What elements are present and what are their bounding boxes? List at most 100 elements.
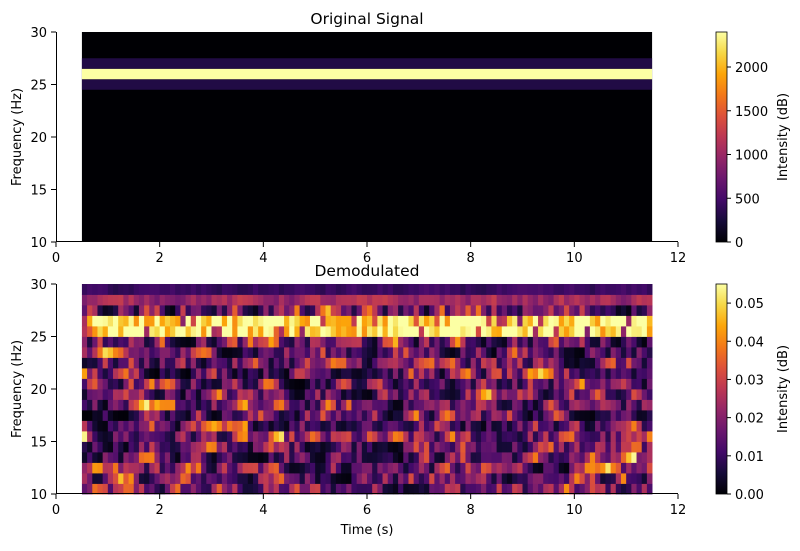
heatmap-cell [123,420,129,432]
heatmap-cell [615,368,622,379]
y-tick-label: 30 [30,26,47,41]
heatmap-cell [258,462,264,474]
heatmap-cell [429,284,435,295]
heatmap-cell [465,389,472,400]
heatmap-cell [491,473,497,484]
heatmap-cell [610,399,617,411]
heatmap-cell [315,483,321,495]
heatmap-cell [299,441,306,453]
heatmap-cell [309,347,316,358]
heatmap-cell [361,284,368,295]
heatmap-cell [164,389,171,400]
heatmap-cell [460,452,466,463]
heatmap-cell [206,452,212,463]
heatmap-cell [195,294,202,306]
heatmap-cell [522,315,529,327]
heatmap-cell [481,389,487,400]
heatmap-cell [87,368,93,379]
heatmap-cell [569,410,575,421]
heatmap-cell [444,441,451,453]
heatmap-cell [563,315,570,327]
heatmap-cell [278,410,285,421]
heatmap-cell [465,305,472,316]
heatmap-cell [465,452,472,463]
heatmap-cell [574,452,580,463]
heatmap-cell [102,431,109,442]
heatmap-cell [579,462,586,474]
bottom-x-axis-label: Time (s) [340,523,394,538]
heatmap-cell [605,452,612,463]
heatmap-cell [543,452,549,463]
heatmap-cell [403,368,409,379]
heatmap-cell [133,420,140,432]
heatmap-cell [532,462,539,474]
heatmap-cell [367,305,373,316]
y-tick-label: 30 [30,278,47,293]
heatmap-cell [475,357,482,369]
heatmap-cell [180,399,186,411]
heatmap-cell [413,368,420,379]
heatmap-cell [309,410,316,421]
heatmap-cell [180,284,186,295]
heatmap-cell [398,315,404,327]
heatmap-cell [320,357,326,369]
heatmap-cell [470,483,477,495]
heatmap-cell [589,420,596,432]
heatmap-cell [595,347,601,358]
heatmap-cell [133,452,140,463]
heatmap-cell [491,357,497,369]
heatmap-cell [538,368,544,379]
heatmap-cell [361,452,368,463]
heatmap-cell [325,431,332,442]
heatmap-cell [356,441,363,453]
heatmap-cell [522,378,529,390]
heatmap-cell [81,452,88,463]
heatmap-cell [501,336,508,348]
heatmap-cell [615,473,622,484]
heatmap-cell [175,357,181,369]
heatmap-cell [258,368,264,379]
heatmap-cell [180,410,186,421]
heatmap-cell [434,399,440,411]
heatmap-cell [252,431,259,442]
heatmap-cell [346,315,352,327]
heatmap-cell [252,378,259,390]
heatmap-cell [102,336,109,348]
heatmap-cell [294,284,301,295]
heatmap-cell [211,326,218,337]
heatmap-cell [392,315,399,327]
heatmap-cell [512,441,518,453]
heatmap-cell [600,452,606,463]
heatmap-cell [424,389,430,400]
heatmap-cell [631,284,637,295]
heatmap-cell [460,347,466,358]
heatmap-cell [227,462,233,474]
heatmap-cell [299,483,306,495]
heatmap-cell [646,347,653,358]
heatmap-cell [620,368,627,379]
heatmap-cell [491,441,497,453]
heatmap-cell [475,336,482,348]
heatmap-cell [206,284,212,295]
heatmap-cell [123,326,129,337]
heatmap-cell [626,399,632,411]
heatmap-cell [304,410,311,421]
heatmap-cell [309,326,316,337]
heatmap-cell [548,368,554,379]
heatmap-cell [429,347,435,358]
heatmap-cell [398,326,404,337]
heatmap-cell [185,483,192,495]
heatmap-cell [439,315,446,327]
heatmap-cell [543,315,549,327]
heatmap-cell [434,462,440,474]
heatmap-cell [377,462,383,474]
heatmap-cell [610,378,617,390]
heatmap-cell [631,378,637,390]
heatmap-cell [558,336,565,348]
heatmap-cell [154,462,161,474]
heatmap-cell [589,441,596,453]
heatmap-cell [175,284,181,295]
